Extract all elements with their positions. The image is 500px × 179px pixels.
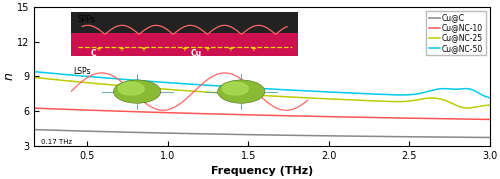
Cu@NC-10 <box>112 110 118 112</box>
Cu@NC-25 <box>112 84 118 86</box>
Cu@NC-10 <box>238 113 244 116</box>
Cu@C <box>374 135 380 137</box>
Cu@NC-10 <box>336 116 342 118</box>
Cu@C <box>112 131 118 133</box>
Cu@C <box>32 129 38 131</box>
Legend: Cu@C, Cu@NC-10, Cu@NC-25, Cu@NC-50: Cu@C, Cu@NC-10, Cu@NC-25, Cu@NC-50 <box>426 11 486 55</box>
Cu@NC-25 <box>336 98 342 100</box>
Line: Cu@C: Cu@C <box>34 130 489 137</box>
Cu@C <box>148 132 154 134</box>
Cu@NC-10 <box>32 107 38 109</box>
Cu@C <box>238 133 244 136</box>
Text: 0.17 THz: 0.17 THz <box>41 139 72 145</box>
Cu@NC-50 <box>486 96 492 99</box>
Cu@NC-25 <box>238 93 244 95</box>
Line: Cu@NC-25: Cu@NC-25 <box>34 78 489 108</box>
Cu@NC-50 <box>238 86 244 88</box>
Cu@NC-25 <box>148 87 154 89</box>
Cu@C <box>486 136 492 139</box>
Cu@NC-10 <box>374 117 380 119</box>
Line: Cu@NC-50: Cu@NC-50 <box>34 72 489 98</box>
Cu@NC-10 <box>486 118 492 120</box>
Y-axis label: n: n <box>3 72 16 80</box>
Line: Cu@NC-10: Cu@NC-10 <box>34 108 489 119</box>
Cu@NC-25 <box>464 107 470 109</box>
Cu@NC-50 <box>374 93 380 95</box>
Cu@NC-25 <box>32 76 38 79</box>
Cu@NC-25 <box>374 100 380 102</box>
Cu@C <box>336 135 342 137</box>
Cu@C <box>300 134 306 137</box>
Cu@NC-50 <box>148 80 154 83</box>
Cu@NC-50 <box>32 71 38 73</box>
Cu@NC-25 <box>486 104 492 106</box>
X-axis label: Frequency (THz): Frequency (THz) <box>211 166 313 176</box>
Cu@NC-50 <box>336 91 342 93</box>
Cu@NC-10 <box>148 111 154 113</box>
Cu@NC-10 <box>300 115 306 117</box>
Cu@NC-25 <box>300 96 306 99</box>
Cu@NC-50 <box>112 78 118 80</box>
Cu@NC-50 <box>300 90 306 92</box>
